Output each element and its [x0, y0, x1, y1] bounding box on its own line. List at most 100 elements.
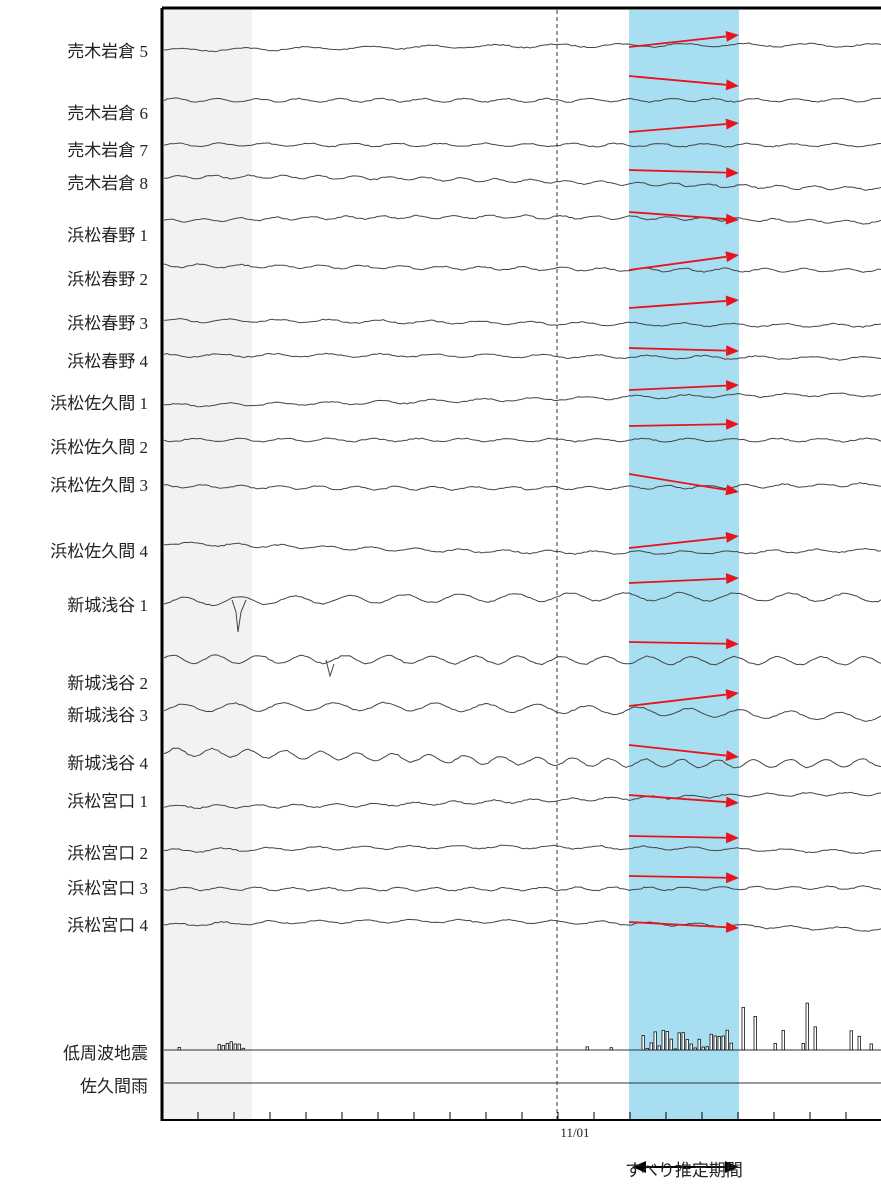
trace — [163, 174, 881, 191]
lfe-bar — [729, 1042, 733, 1051]
lfe-bar — [241, 1047, 245, 1051]
station-label: 浜松佐久間 1 — [50, 394, 148, 413]
arrow-head — [725, 31, 739, 42]
lfe-bar — [233, 1043, 237, 1051]
lfe-bar — [673, 1048, 677, 1051]
lfe-bar — [229, 1041, 233, 1051]
arrow-head — [725, 573, 739, 584]
lfe-bar — [177, 1047, 181, 1051]
trace — [163, 352, 881, 361]
lfe-bar — [669, 1038, 673, 1051]
red-arrow — [628, 347, 727, 352]
trace — [163, 437, 881, 443]
trace — [163, 918, 881, 932]
arrow-head — [725, 689, 739, 700]
arrow-head — [725, 251, 739, 263]
arrow-head — [726, 638, 739, 650]
station-label: 新城浅谷 3 — [67, 706, 148, 725]
x-tick-label: 11/01 — [560, 1125, 589, 1140]
lfe-bar — [237, 1043, 241, 1051]
lfe-bar — [221, 1045, 225, 1051]
arrow-head — [725, 79, 739, 91]
station-label: 売木岩倉 8 — [67, 174, 148, 193]
lfe-bar — [801, 1043, 805, 1051]
lfe-bar — [857, 1035, 861, 1051]
arrow-head — [725, 921, 739, 933]
trace — [163, 263, 881, 273]
station-label: 浜松春野 4 — [67, 352, 148, 371]
red-arrow — [628, 75, 727, 86]
lfe-bar — [753, 1016, 757, 1051]
lfe-bar — [741, 1006, 745, 1051]
red-arrow — [628, 536, 727, 549]
lfe-bar — [681, 1032, 685, 1051]
red-arrow — [628, 921, 727, 929]
lfe-bar — [641, 1035, 645, 1051]
lfe-bar — [653, 1031, 657, 1051]
lfe-bar — [805, 1002, 809, 1051]
red-arrow — [628, 875, 727, 879]
trace — [163, 844, 881, 855]
arrow-head — [725, 750, 739, 761]
trace — [163, 591, 881, 607]
trace — [163, 142, 881, 148]
trace — [163, 747, 881, 769]
period-label: すべり推定期間 — [625, 1161, 743, 1181]
lfe-bar — [701, 1046, 705, 1051]
arrow-head — [725, 213, 739, 225]
lfe-bar — [665, 1031, 669, 1051]
lfe-bar — [225, 1043, 229, 1051]
trace — [163, 791, 881, 810]
lfe-bar — [725, 1029, 729, 1051]
red-arrow — [628, 169, 727, 174]
trace — [163, 885, 881, 892]
trace-spike — [231, 599, 247, 633]
track-label: 佐久間雨 — [80, 1077, 148, 1096]
arrow-head — [725, 380, 739, 391]
gray-band — [162, 10, 252, 1120]
red-arrow — [628, 794, 727, 803]
lfe-bar — [689, 1043, 693, 1051]
station-label: 新城浅谷 2 — [67, 674, 148, 693]
station-label: 浜松宮口 1 — [67, 792, 148, 811]
slip-period-band — [629, 10, 739, 1120]
station-label: 売木岩倉 5 — [67, 42, 148, 61]
station-label: 売木岩倉 6 — [67, 104, 148, 123]
lfe-bar — [693, 1047, 697, 1051]
station-label: 浜松春野 3 — [67, 314, 148, 333]
lfe-bar — [657, 1045, 661, 1051]
red-arrow — [628, 300, 727, 309]
arrow-head — [725, 1161, 739, 1173]
red-arrow — [628, 693, 727, 707]
trace — [163, 317, 881, 328]
station-label: 売木岩倉 7 — [67, 141, 148, 160]
arrow-head — [725, 532, 739, 543]
red-arrow — [628, 211, 727, 220]
lfe-bar — [649, 1042, 653, 1051]
lfe-bar — [685, 1039, 689, 1051]
station-label: 浜松宮口 2 — [67, 844, 148, 863]
trace — [163, 654, 881, 666]
lfe-bar — [217, 1044, 221, 1051]
lfe-bar — [721, 1035, 725, 1051]
station-label: 新城浅谷 4 — [67, 754, 148, 773]
arrow-head — [725, 295, 739, 307]
lfe-bar — [773, 1043, 777, 1051]
arrow-head — [726, 345, 739, 357]
trace — [163, 701, 881, 722]
lfe-bar — [713, 1035, 717, 1051]
lfe-bar — [813, 1026, 817, 1051]
red-arrow — [628, 577, 727, 584]
lfe-bar — [697, 1038, 701, 1051]
red-arrow — [628, 123, 727, 133]
station-label: 浜松春野 2 — [67, 270, 148, 289]
trace — [163, 392, 881, 408]
station-label: 浜松佐久間 4 — [50, 542, 148, 561]
lfe-bar — [661, 1029, 665, 1051]
arrow-head — [726, 167, 739, 179]
lfe-bar — [705, 1046, 709, 1051]
arrow-head — [632, 1161, 646, 1173]
red-arrow — [628, 473, 727, 491]
red-arrow — [628, 744, 727, 757]
arrow-head — [726, 418, 739, 430]
